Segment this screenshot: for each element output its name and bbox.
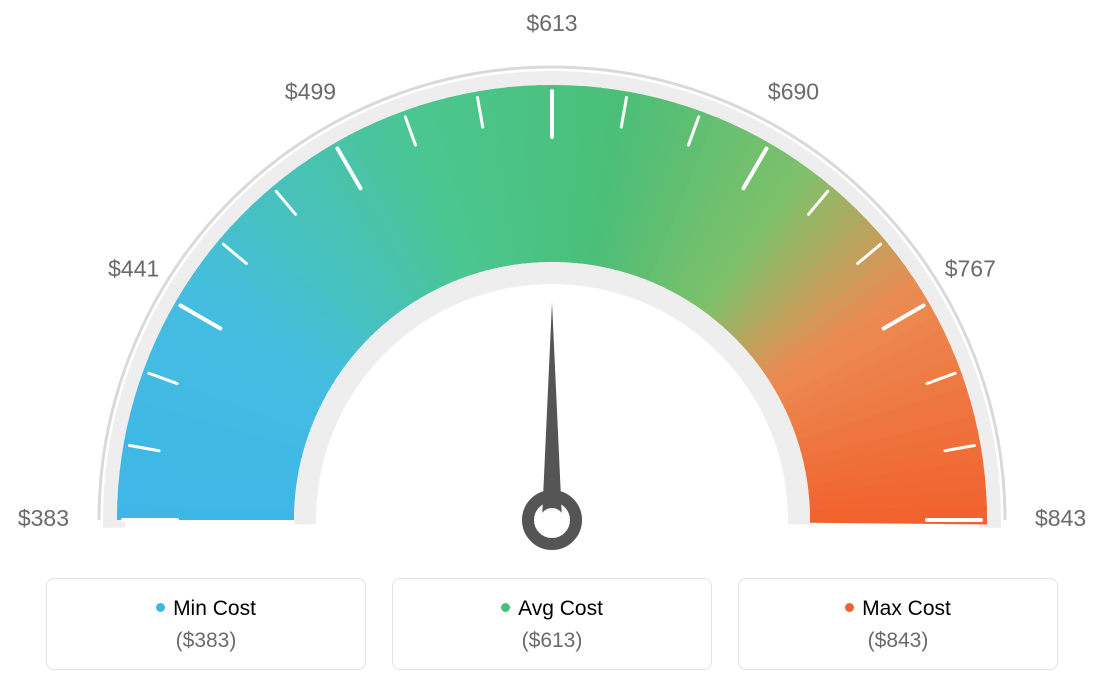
gauge-needle-hub-hole <box>540 508 564 532</box>
legend-label: Avg Cost <box>403 597 701 621</box>
gauge-tick-label: $767 <box>945 256 996 282</box>
gauge-tick-label: $499 <box>285 79 336 105</box>
legend-card-avg: Avg Cost ($613) <box>392 578 712 670</box>
gauge-area: $383 $441 $499 $613 $690 $767 $843 <box>0 0 1104 560</box>
legend-label-text: Min Cost <box>173 597 256 620</box>
legend-label: Min Cost <box>57 597 355 621</box>
legend-dot-max <box>845 603 854 612</box>
legend-value: ($613) <box>403 629 701 653</box>
legend-value: ($843) <box>749 629 1047 653</box>
legend-dot-min <box>156 603 165 612</box>
cost-gauge-widget: $383 $441 $499 $613 $690 $767 $843 Min Cost ($… <box>0 0 1104 690</box>
legend-label-text: Avg Cost <box>518 597 603 620</box>
gauge-needle <box>542 302 562 520</box>
gauge-tick-label: $690 <box>768 79 819 105</box>
legend-label-text: Max Cost <box>862 597 951 620</box>
legend-row: Min Cost ($383) Avg Cost ($613) Max Cost… <box>0 578 1104 670</box>
legend-card-max: Max Cost ($843) <box>738 578 1058 670</box>
gauge-tick-label: $613 <box>526 10 577 36</box>
legend-card-min: Min Cost ($383) <box>46 578 366 670</box>
gauge-svg: $383 $441 $499 $613 $690 $767 $843 <box>0 0 1104 560</box>
gauge-tick-label: $383 <box>18 505 69 531</box>
legend-value: ($383) <box>57 629 355 653</box>
legend-label: Max Cost <box>749 597 1047 621</box>
legend-dot-avg <box>501 603 510 612</box>
gauge-tick-label: $843 <box>1035 505 1086 531</box>
gauge-tick-label: $441 <box>108 256 159 282</box>
